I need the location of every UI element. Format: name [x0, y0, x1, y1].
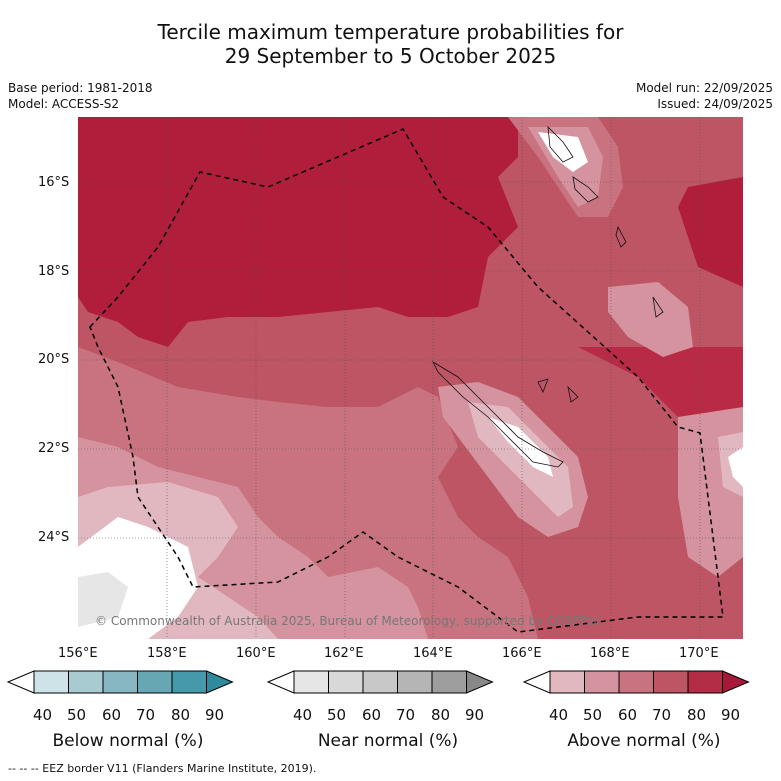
colorbar-upper-extension: [466, 670, 494, 694]
graticule: [78, 117, 743, 639]
vanuatu-north-coast: [547, 125, 574, 163]
lat-label-22s: 22°S: [38, 441, 70, 456]
cb-near-tick-90: 90: [465, 706, 485, 724]
issued-date: Issued: 24/09/2025: [657, 97, 773, 111]
colorbar-segment: [687, 670, 723, 694]
cb-near-tick-80: 80: [431, 706, 451, 724]
colorbar-segment: [549, 670, 585, 694]
cb-near-title: Near normal (%): [317, 731, 459, 751]
model-name: Model: ACCESS-S2: [8, 97, 120, 111]
cb-above-tick-70: 70: [652, 706, 672, 724]
lat-label-16s: 16°S: [38, 175, 70, 190]
zone-no-dominant-vanuatu: [538, 132, 588, 172]
colorbar-segment: [68, 670, 104, 694]
lon-label-156e: 156°E: [58, 646, 98, 661]
colorbar-lower-extension: [522, 670, 551, 694]
model-run: Model run: 22/09/2025: [635, 81, 773, 95]
zone-above-80-mid-east: [578, 347, 743, 417]
cb-below-tick-80: 80: [171, 706, 191, 724]
colorbar-lower-extension: [6, 670, 35, 694]
cb-below-tick-90: 90: [205, 706, 225, 724]
colorbar-segment: [33, 670, 69, 694]
cb-above-tick-80: 80: [687, 706, 707, 724]
zone-above-50-vanuatu: [528, 127, 603, 207]
cb-above-tick-50: 50: [583, 706, 603, 724]
cb-near-tick-70: 70: [396, 706, 416, 724]
new-caledonia-coast: [432, 360, 564, 468]
colorbar-near-normal: [266, 670, 494, 694]
lat-label-24s: 24°S: [38, 530, 70, 545]
cb-above-tick-40: 40: [549, 706, 569, 724]
zone-no-dominant-nc: [488, 417, 553, 477]
colorbars: [6, 670, 750, 694]
colorbar-upper-extension: [722, 670, 750, 694]
title-line-1: Tercile maximum temperature probabilitie…: [157, 20, 624, 44]
cb-above-title: Above normal (%): [567, 731, 721, 751]
zone-near-normal-sw: [78, 572, 128, 627]
cb-above-tick-90: 90: [721, 706, 741, 724]
colorbar-segment: [397, 670, 433, 694]
map-svg: [78, 117, 743, 639]
colorbar-segment: [618, 670, 654, 694]
cb-below-tick-60: 60: [102, 706, 122, 724]
colorbar-segment: [584, 670, 620, 694]
zone-no-dominant-far-east: [728, 447, 743, 487]
base-period: Base period: 1981-2018: [8, 81, 153, 95]
coastlines: [432, 125, 664, 468]
cb-below-tick-50: 50: [67, 706, 87, 724]
eez-footer-note: -- -- -- EEZ border V11 (Flanders Marine…: [8, 762, 317, 775]
colorbar-segment: [328, 670, 364, 694]
colorbar-segment: [362, 670, 398, 694]
colorbar-segment: [137, 670, 173, 694]
lon-label-168e: 168°E: [590, 646, 630, 661]
cb-below-tick-40: 40: [33, 706, 53, 724]
probability-map: [78, 117, 743, 639]
colorbar-segment: [653, 670, 689, 694]
cb-near-tick-60: 60: [362, 706, 382, 724]
colorbar-above-normal: [522, 670, 750, 694]
cb-near-tick-50: 50: [327, 706, 347, 724]
cb-above-tick-60: 60: [618, 706, 638, 724]
title-line-2: 29 September to 5 October 2025: [224, 44, 557, 68]
lon-label-158e: 158°E: [147, 646, 187, 661]
colorbar-segment: [171, 670, 207, 694]
lat-label-20s: 20°S: [38, 352, 70, 367]
colorbar-upper-extension: [206, 670, 234, 694]
colorbar-segment: [293, 670, 329, 694]
colorbar-segment: [102, 670, 138, 694]
cb-below-title: Below normal (%): [52, 731, 204, 751]
lon-label-162e: 162°E: [324, 646, 364, 661]
cb-near-tick-40: 40: [293, 706, 313, 724]
colorbar-lower-extension: [266, 670, 295, 694]
copyright-notice: © Commonwealth of Australia 2025, Bureau…: [95, 614, 601, 628]
zone-above-40-new-caledonia: [468, 402, 573, 517]
eez-border: [89, 128, 724, 633]
zone-above-80-north: [78, 117, 518, 347]
lon-label-170e: 170°E: [679, 646, 719, 661]
lon-label-166e: 166°E: [502, 646, 542, 661]
zone-above-50-east-isle: [608, 282, 693, 357]
lat-label-18s: 18°S: [38, 264, 70, 279]
cb-below-tick-70: 70: [136, 706, 156, 724]
lon-label-160e: 160°E: [236, 646, 276, 661]
zone-above-80-east: [518, 117, 743, 287]
lon-label-164e: 164°E: [413, 646, 453, 661]
colorbar-segment: [431, 670, 467, 694]
colorbar-below-normal: [6, 670, 234, 694]
